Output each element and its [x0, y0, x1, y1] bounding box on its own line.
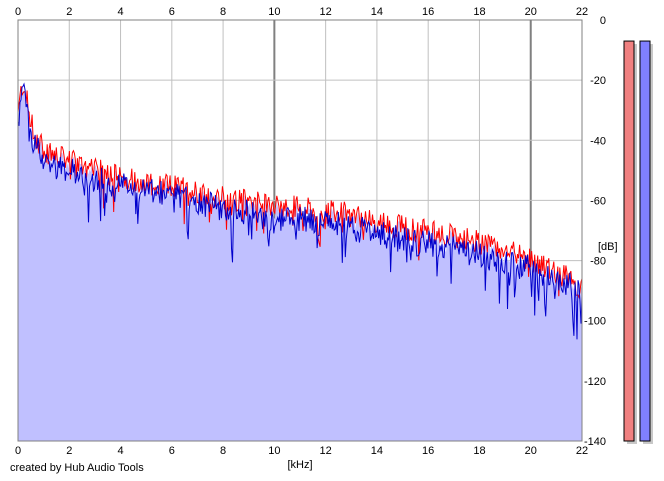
x-axis-top-ticks: 0 2 4 6 8 10 12 14 16 18 20 22: [15, 6, 588, 18]
y-tick-label: 0: [600, 15, 606, 27]
x-tick-label-top: 14: [371, 6, 383, 18]
y-tick-label: -60: [590, 195, 606, 207]
x-tick-label-top: 4: [117, 6, 123, 18]
x-tick-label-top: 16: [422, 6, 434, 18]
series-left-channel-line: [17, 85, 583, 300]
x-tick-label-top: 0: [15, 6, 21, 18]
y-axis-label: [dB]: [598, 241, 618, 253]
y-tick-label: -100: [584, 316, 606, 328]
x-tick-label-bottom: 8: [220, 445, 226, 457]
x-tick-label-bottom: 12: [320, 445, 332, 457]
x-tick-label-bottom: 4: [117, 445, 123, 457]
spectrum-fill: [18, 90, 582, 441]
level-meter-right: [639, 40, 651, 442]
x-tick-label-bottom: 22: [576, 445, 588, 457]
x-axis-label: [kHz]: [287, 459, 312, 471]
x-tick-label-top: 8: [220, 6, 226, 18]
x-tick-label-top: 12: [320, 6, 332, 18]
x-tick-label-bottom: 10: [268, 445, 280, 457]
credit-text: created by Hub Audio Tools: [10, 462, 144, 474]
x-tick-label-top: 2: [66, 6, 72, 18]
level-meters: [623, 40, 653, 445]
x-tick-label-top: 10: [268, 6, 280, 18]
x-tick-label-top: 22: [576, 6, 588, 18]
plot-border: [17, 19, 583, 442]
x-tick-label-bottom: 16: [422, 445, 434, 457]
x-tick-label-top: 18: [473, 6, 485, 18]
y-tick-label: -80: [590, 256, 606, 268]
level-meter-left: [623, 40, 635, 442]
x-tick-label-top: 6: [169, 6, 175, 18]
x-tick-label-bottom: 0: [15, 445, 21, 457]
x-tick-label-top: 20: [525, 6, 537, 18]
y-axis-ticks: 0 -20 -40 -60 -80 -100 -120 -140: [584, 15, 606, 448]
plot-area: [17, 19, 583, 442]
y-tick-label: -140: [584, 436, 606, 448]
x-tick-label-bottom: 2: [66, 445, 72, 457]
y-tick-label: -20: [590, 75, 606, 87]
y-tick-label: -40: [590, 135, 606, 147]
x-tick-label-bottom: 14: [371, 445, 383, 457]
x-tick-label-bottom: 20: [525, 445, 537, 457]
series-right-channel-line: [17, 82, 583, 340]
x-tick-label-bottom: 6: [169, 445, 175, 457]
x-tick-label-bottom: 18: [473, 445, 485, 457]
x-axis-bottom-ticks: 0 2 4 6 8 10 12 14 16 18 20 22: [15, 445, 588, 457]
y-tick-label: -120: [584, 376, 606, 388]
